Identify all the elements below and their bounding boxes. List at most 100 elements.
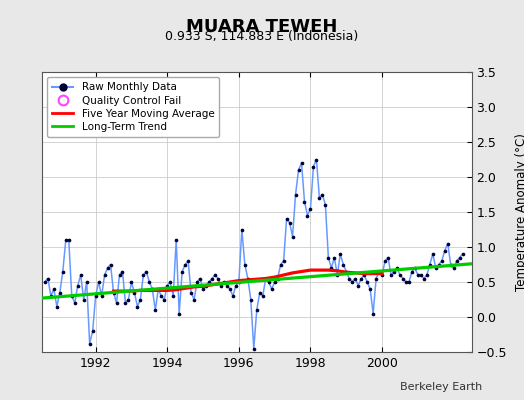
Point bbox=[256, 289, 264, 296]
Point bbox=[434, 261, 443, 268]
Point bbox=[297, 160, 305, 166]
Point bbox=[357, 275, 365, 282]
Point bbox=[175, 310, 183, 317]
Point bbox=[41, 279, 49, 285]
Point bbox=[408, 268, 416, 275]
Point bbox=[450, 265, 458, 271]
Point bbox=[103, 265, 112, 271]
Point bbox=[402, 279, 410, 285]
Point bbox=[375, 268, 383, 275]
Point bbox=[286, 219, 294, 226]
Point bbox=[253, 307, 261, 313]
Point bbox=[133, 303, 141, 310]
Point bbox=[345, 275, 354, 282]
Point bbox=[101, 272, 109, 278]
Point bbox=[97, 293, 106, 299]
Point bbox=[339, 261, 347, 268]
Point bbox=[145, 279, 154, 285]
Point bbox=[309, 163, 318, 170]
Text: Berkeley Earth: Berkeley Earth bbox=[400, 382, 482, 392]
Point bbox=[80, 296, 88, 303]
Point bbox=[455, 254, 464, 261]
Point bbox=[324, 254, 333, 261]
Point bbox=[318, 191, 326, 198]
Point bbox=[258, 293, 267, 299]
Point bbox=[333, 272, 342, 278]
Point bbox=[267, 286, 276, 292]
Point bbox=[261, 275, 270, 282]
Point bbox=[91, 293, 100, 299]
Point bbox=[112, 300, 121, 306]
Point bbox=[157, 293, 166, 299]
Point bbox=[190, 296, 198, 303]
Point bbox=[277, 261, 285, 268]
Point bbox=[453, 258, 461, 264]
Point bbox=[420, 275, 428, 282]
Text: MUARA TEWEH: MUARA TEWEH bbox=[187, 18, 337, 36]
Text: 0.933 S, 114.883 E (Indonesia): 0.933 S, 114.883 E (Indonesia) bbox=[166, 30, 358, 43]
Point bbox=[228, 293, 237, 299]
Y-axis label: Temperature Anomaly (°C): Temperature Anomaly (°C) bbox=[515, 133, 524, 291]
Point bbox=[211, 272, 219, 278]
Point bbox=[115, 272, 124, 278]
Point bbox=[312, 156, 321, 163]
Point bbox=[327, 265, 335, 271]
Legend: Raw Monthly Data, Quality Control Fail, Five Year Moving Average, Long-Term Tren: Raw Monthly Data, Quality Control Fail, … bbox=[47, 77, 220, 137]
Point bbox=[94, 279, 103, 285]
Point bbox=[354, 282, 363, 289]
Point bbox=[187, 289, 195, 296]
Point bbox=[378, 272, 386, 278]
Point bbox=[64, 237, 73, 243]
Point bbox=[106, 261, 115, 268]
Point bbox=[315, 195, 324, 201]
Point bbox=[417, 272, 425, 278]
Point bbox=[446, 261, 455, 268]
Point bbox=[423, 272, 431, 278]
Point bbox=[85, 340, 94, 347]
Point bbox=[89, 328, 97, 334]
Point bbox=[124, 296, 133, 303]
Point bbox=[384, 254, 392, 261]
Point bbox=[425, 261, 434, 268]
Point bbox=[82, 279, 91, 285]
Point bbox=[303, 212, 312, 219]
Point bbox=[241, 261, 249, 268]
Point bbox=[360, 272, 368, 278]
Point bbox=[172, 237, 180, 243]
Point bbox=[330, 254, 339, 261]
Point bbox=[110, 289, 118, 296]
Point bbox=[306, 205, 314, 212]
Point bbox=[208, 275, 216, 282]
Point bbox=[342, 268, 351, 275]
Point bbox=[220, 279, 228, 285]
Point bbox=[348, 279, 356, 285]
Point bbox=[127, 279, 136, 285]
Point bbox=[202, 282, 210, 289]
Point bbox=[142, 268, 150, 275]
Point bbox=[249, 345, 258, 352]
Point bbox=[214, 275, 222, 282]
Point bbox=[166, 279, 174, 285]
Point bbox=[235, 279, 243, 285]
Point bbox=[50, 286, 58, 292]
Point bbox=[438, 258, 446, 264]
Point bbox=[163, 282, 171, 289]
Point bbox=[393, 265, 401, 271]
Point bbox=[136, 296, 145, 303]
Point bbox=[199, 286, 207, 292]
Point bbox=[321, 202, 330, 208]
Point bbox=[232, 282, 240, 289]
Point bbox=[294, 167, 303, 173]
Point bbox=[411, 265, 419, 271]
Point bbox=[396, 272, 404, 278]
Point bbox=[154, 286, 162, 292]
Point bbox=[62, 237, 70, 243]
Point bbox=[169, 293, 178, 299]
Point bbox=[247, 296, 255, 303]
Point bbox=[130, 289, 139, 296]
Point bbox=[148, 286, 157, 292]
Point bbox=[121, 300, 129, 306]
Point bbox=[387, 272, 395, 278]
Point bbox=[279, 258, 288, 264]
Point bbox=[381, 258, 389, 264]
